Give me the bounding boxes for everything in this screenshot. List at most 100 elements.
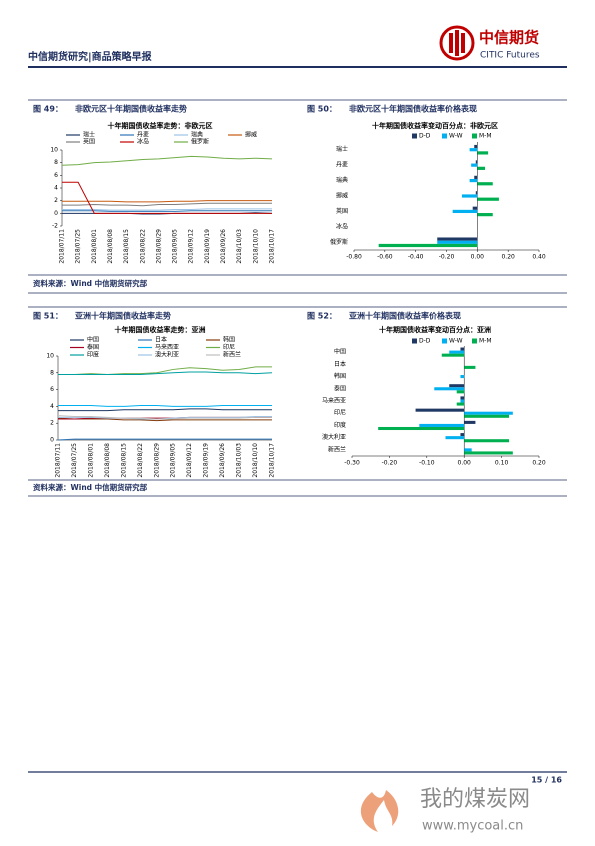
x-tick-label: 0.40 [532, 254, 546, 261]
series-line [58, 405, 272, 407]
bar [469, 148, 478, 152]
series-line [61, 155, 273, 166]
x-tick-label: 0.00 [471, 254, 485, 261]
x-tick-label: 2018/10/17 [269, 229, 276, 264]
legend-label: 英国 [83, 138, 95, 146]
series-line [58, 371, 273, 375]
series-line [58, 366, 272, 375]
y-tick-label: 4 [50, 403, 54, 410]
x-tick-label: 2018/10/17 [269, 443, 276, 478]
bar [464, 439, 510, 443]
legend-label: 中国 [87, 336, 99, 344]
x-tick-label: -0.80 [346, 254, 362, 261]
figure-number: 图 51： [33, 312, 63, 321]
legend-label: M-M [479, 338, 492, 345]
watermark-url: www.mycoal.cn [422, 819, 523, 834]
category-label: 俄罗斯 [330, 238, 348, 246]
bar [477, 166, 486, 170]
y-tick-label: 10 [50, 147, 58, 154]
figure-number: 图 49： [33, 105, 63, 114]
legend-label: D-D [419, 338, 431, 345]
x-tick-label: 2018/09/19 [204, 229, 211, 264]
x-tick-label: 2018/07/11 [55, 443, 62, 478]
bar [378, 243, 478, 248]
x-tick-label: 2018/10/10 [252, 229, 259, 264]
series-line [57, 415, 272, 420]
figure-caption: 亚洲十年期国债收益率走势 [75, 311, 171, 321]
category-label: 韩国 [334, 372, 346, 380]
x-tick-label: 0.00 [458, 460, 472, 467]
x-tick-label: -0.40 [408, 254, 424, 261]
legend-label: 瑞士 [83, 131, 95, 139]
legend-label: 马来西亚 [155, 343, 179, 351]
y-tick-label: -2 [52, 223, 58, 230]
bar [460, 396, 465, 400]
category-label: 挪威 [336, 192, 348, 200]
legend-swatch [412, 133, 417, 139]
x-tick-label: 2018/08/15 [120, 443, 127, 478]
series-line [62, 210, 272, 212]
x-tick-label: 2018/09/12 [188, 229, 195, 264]
bar [449, 384, 465, 388]
logo: 中信期货 CITIC Futures [439, 25, 540, 61]
bar [378, 426, 465, 431]
bar [437, 237, 478, 241]
chart-title: 十年期国债收益率走势：非欧元区 [108, 121, 213, 130]
chart-title: 十年期国债收益率变动百分点：亚洲 [379, 325, 491, 334]
bar [464, 414, 510, 418]
chart-title: 十年期国债收益率变动百分点：非欧元区 [372, 121, 498, 130]
x-tick-label: -0.20 [382, 460, 398, 467]
figure-caption: 亚洲十年期国债收益率价格表现 [349, 311, 461, 321]
x-tick-label: 2018/10/03 [236, 229, 243, 264]
logo-cn: 中信期货 [479, 29, 539, 47]
legend-label: W-W [449, 133, 463, 140]
x-tick-label: -0.30 [344, 460, 360, 467]
bar [477, 197, 499, 201]
bar [452, 209, 478, 214]
category-label: 丹麦 [336, 161, 348, 169]
legend-label: 挪威 [245, 131, 257, 139]
category-label: 日本 [334, 360, 346, 368]
category-label: 印尼 [334, 410, 346, 417]
x-tick-label: -0.20 [439, 254, 455, 261]
legend-label: 新西兰 [223, 351, 241, 359]
y-tick-label: 0 [50, 437, 54, 444]
legend-swatch [442, 133, 447, 139]
bar [441, 353, 465, 357]
watermark: 我的煤炭网 www.mycoal.cn [360, 787, 530, 834]
x-tick-label: 2018/08/08 [104, 443, 111, 478]
y-tick-label: 2 [50, 420, 54, 427]
figure-caption: 非欧元区十年期国债收益率价格表现 [349, 104, 477, 114]
bar [469, 178, 478, 183]
x-tick-label: 2018/09/26 [219, 443, 226, 478]
legend-label: 冰岛 [137, 138, 149, 146]
bar [464, 448, 472, 452]
legend-label: W-W [449, 338, 463, 345]
bar [419, 423, 465, 427]
legend-label: D-D [419, 133, 431, 140]
bar [415, 408, 465, 412]
y-tick-label: 8 [54, 159, 58, 166]
x-tick-label: 2018/07/25 [75, 229, 82, 264]
x-tick-label: 2018/09/19 [203, 443, 210, 478]
logo-en: CITIC Futures [480, 51, 540, 61]
x-tick-label: 0.20 [501, 254, 515, 261]
legend-label: 澳大利亚 [155, 351, 179, 359]
y-tick-label: 0 [54, 210, 58, 217]
category-label: 印度 [334, 421, 346, 429]
bar [477, 151, 489, 155]
legend-label: 印度 [87, 351, 99, 359]
bar [471, 163, 478, 167]
x-tick-label: 2018/08/08 [107, 229, 114, 264]
x-tick-label: 2018/08/01 [91, 229, 98, 264]
bar [460, 399, 465, 403]
bar [461, 194, 478, 198]
source: 资料来源：Wind 中信期货研究部 [33, 278, 148, 288]
bar [460, 375, 465, 379]
bar [477, 213, 493, 217]
category-label: 泰国 [334, 384, 346, 392]
legend-label: 日本 [155, 336, 167, 344]
x-tick-label: 0.10 [495, 460, 509, 467]
x-tick-label: 2018/09/05 [172, 229, 179, 264]
figure-number: 图 52： [307, 312, 337, 321]
